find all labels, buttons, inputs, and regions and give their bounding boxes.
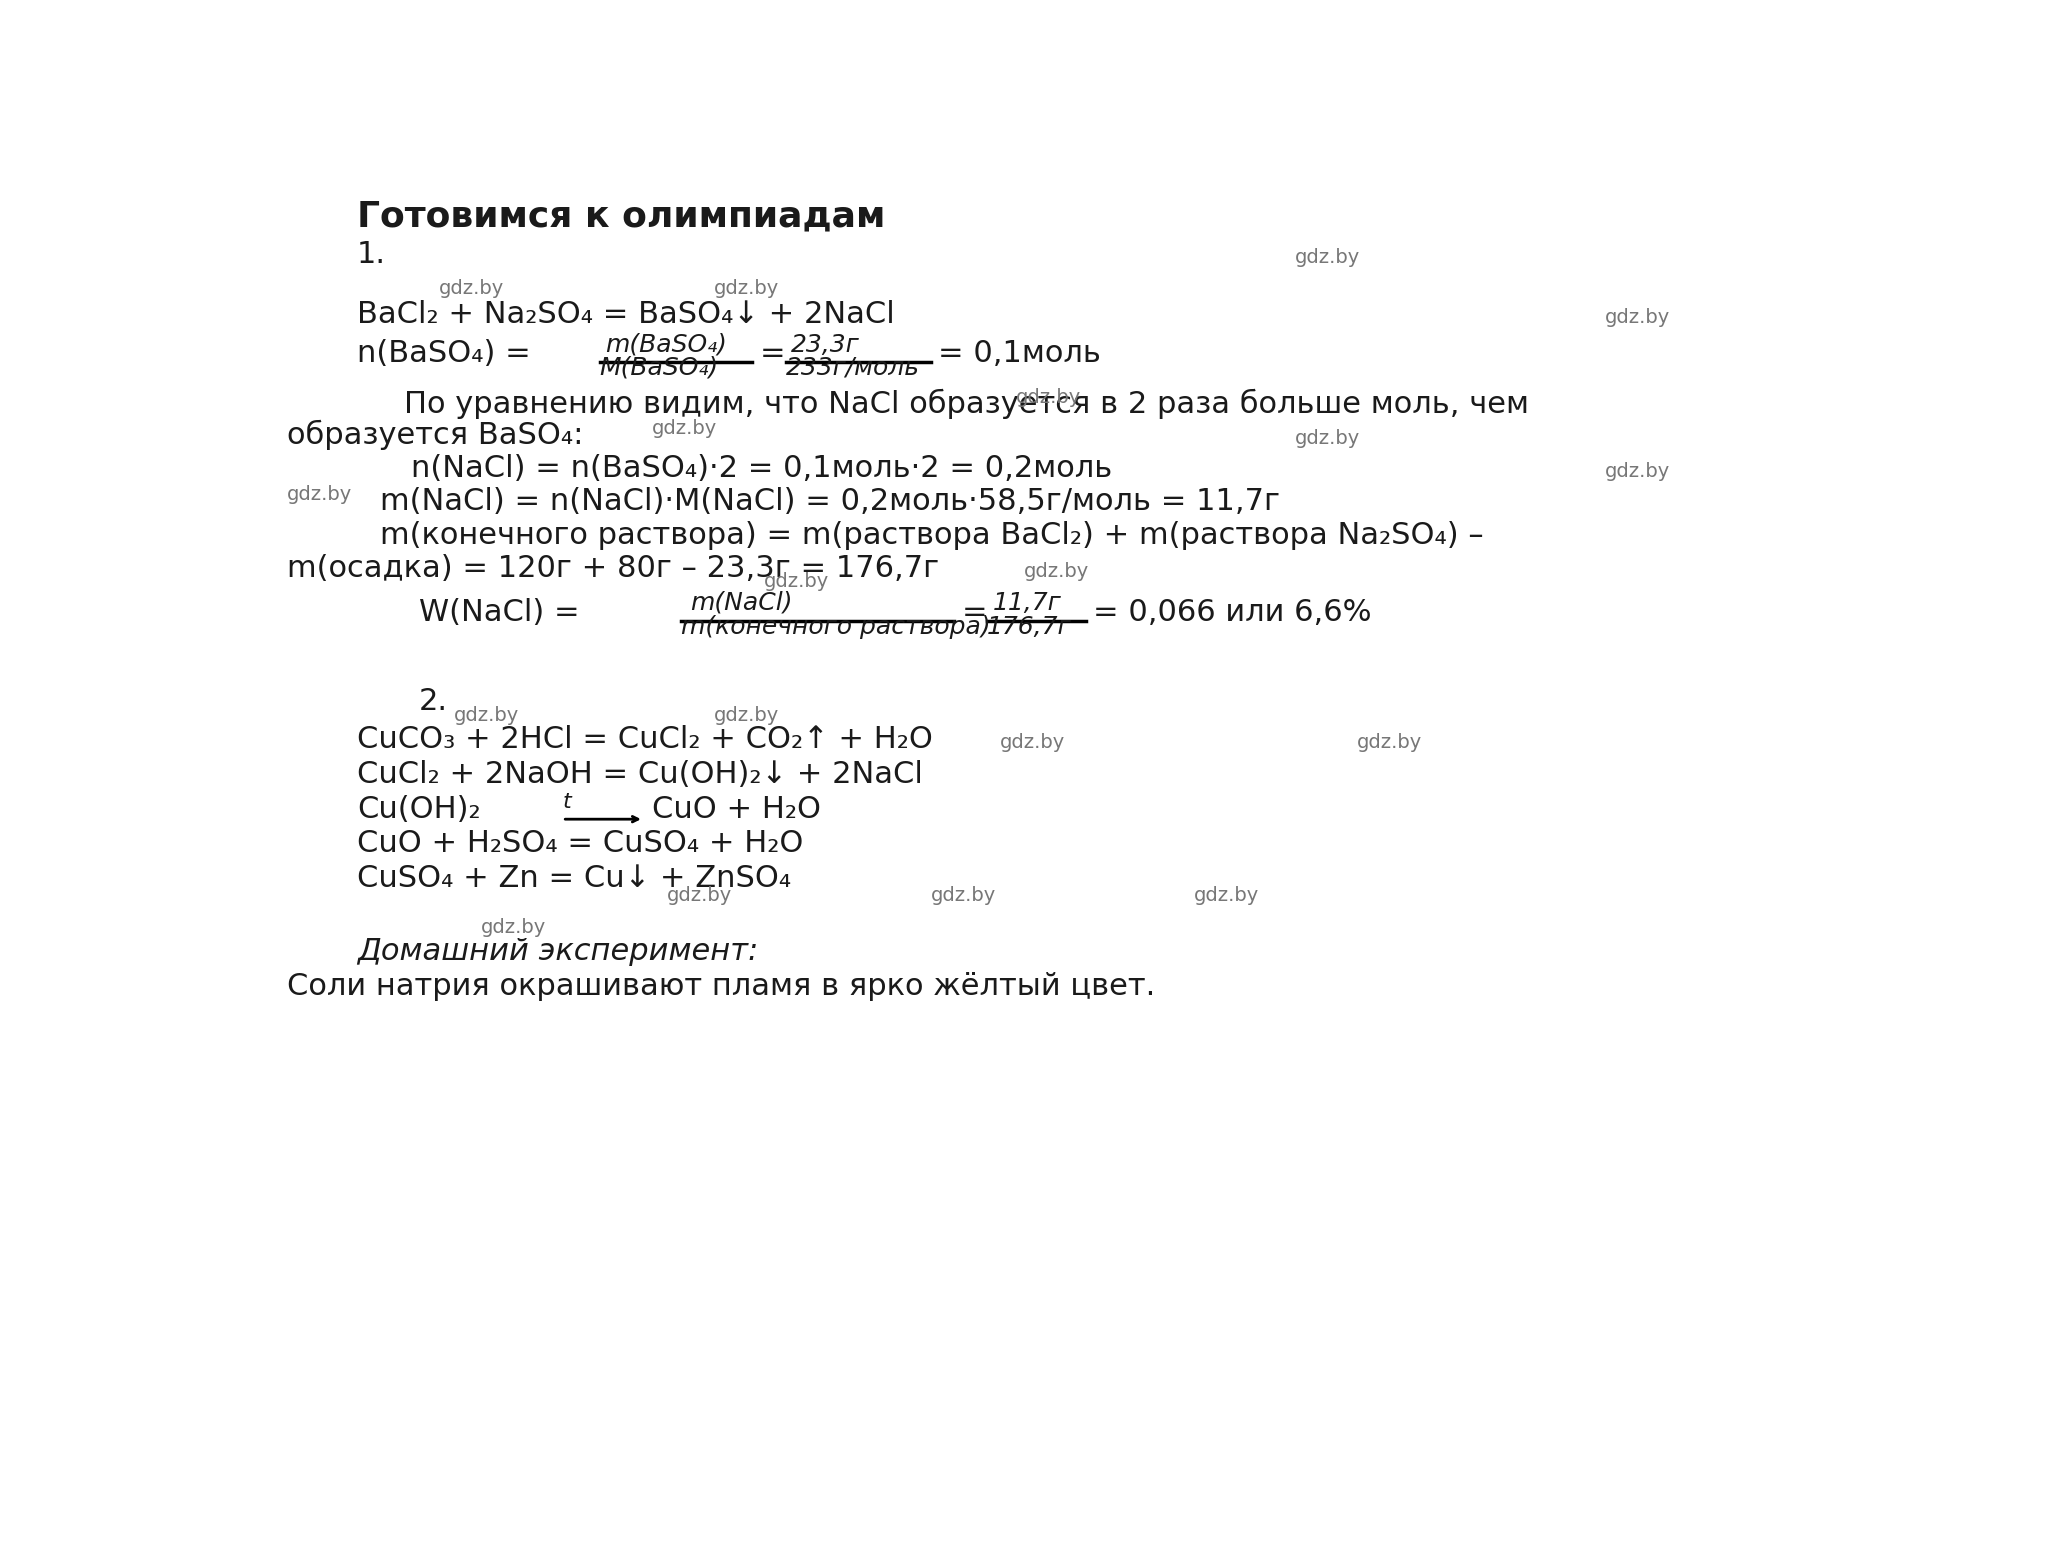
Text: n(BaSO₄) =: n(BaSO₄) = — [357, 338, 531, 368]
Text: 233г/моль: 233г/моль — [785, 355, 920, 379]
Text: По уравнению видим, что NaCl образуется в 2 раза больше моль, чем: По уравнению видим, что NaCl образуется … — [404, 390, 1529, 419]
Text: gdz.by: gdz.by — [439, 279, 504, 298]
Text: 176,7г: 176,7г — [988, 616, 1072, 639]
Text: m(NaCl) = n(NaCl)·M(NaCl) = 0,2моль·58,5г/моль = 11,7г: m(NaCl) = n(NaCl)·M(NaCl) = 0,2моль·58,5… — [379, 487, 1281, 515]
Text: m(BaSO₄): m(BaSO₄) — [605, 332, 728, 357]
Text: CuCO₃ + 2HCl = CuCl₂ + CO₂↑ + H₂O: CuCO₃ + 2HCl = CuCl₂ + CO₂↑ + H₂O — [357, 725, 933, 754]
Text: CuO + H₂SO₄ = CuSO₄ + H₂O: CuO + H₂SO₄ = CuSO₄ + H₂O — [357, 829, 804, 858]
Text: Домашний эксперимент:: Домашний эксперимент: — [357, 937, 758, 965]
Text: m(конечного раствора) = m(раствора BaCl₂) + m(раствора Na₂SO₄) –: m(конечного раствора) = m(раствора BaCl₂… — [379, 521, 1484, 551]
Text: gdz.by: gdz.by — [453, 706, 519, 725]
Text: gdz.by: gdz.by — [1296, 248, 1359, 267]
Text: CuCl₂ + 2NaOH = Cu(OH)₂↓ + 2NaCl: CuCl₂ + 2NaOH = Cu(OH)₂↓ + 2NaCl — [357, 760, 922, 788]
Text: 23,3г: 23,3г — [791, 332, 859, 357]
Text: gdz.by: gdz.by — [1015, 388, 1080, 407]
Text: m(конечного раствора): m(конечного раствора) — [681, 616, 990, 639]
Text: gdz.by: gdz.by — [287, 486, 353, 504]
Text: gdz.by: gdz.by — [1023, 562, 1089, 582]
Text: образуется BaSO₄:: образуется BaSO₄: — [287, 421, 584, 450]
Text: M(BaSO₄): M(BaSO₄) — [599, 355, 720, 379]
Text: BaCl₂ + Na₂SO₄ = BaSO₄↓ + 2NaCl: BaCl₂ + Na₂SO₄ = BaSO₄↓ + 2NaCl — [357, 300, 894, 329]
Text: gdz.by: gdz.by — [713, 706, 779, 725]
Text: 11,7г: 11,7г — [992, 591, 1062, 615]
Text: Cu(OH)₂: Cu(OH)₂ — [357, 795, 480, 824]
Text: m(NaCl): m(NaCl) — [691, 591, 793, 615]
Text: gdz.by: gdz.by — [1000, 734, 1066, 753]
Text: gdz.by: gdz.by — [765, 571, 828, 591]
Text: gdz.by: gdz.by — [666, 886, 732, 905]
Text: m(осадка) = 120г + 80г – 23,3г = 176,7г: m(осадка) = 120г + 80г – 23,3г = 176,7г — [287, 554, 939, 584]
Text: CuO + H₂O: CuO + H₂O — [652, 795, 820, 824]
Text: =: = — [761, 338, 785, 368]
Text: gdz.by: gdz.by — [1605, 309, 1671, 327]
Text: gdz.by: gdz.by — [1193, 886, 1259, 905]
Text: gdz.by: gdz.by — [482, 919, 545, 937]
Text: gdz.by: gdz.by — [1296, 430, 1359, 449]
Text: 1.: 1. — [357, 241, 385, 268]
Text: gdz.by: gdz.by — [1357, 734, 1423, 753]
Text: n(NaCl) = n(BaSO₄)·2 = 0,1моль·2 = 0,2моль: n(NaCl) = n(BaSO₄)·2 = 0,1моль·2 = 0,2мо… — [412, 455, 1113, 483]
Text: = 0,1моль: = 0,1моль — [939, 338, 1101, 368]
Text: gdz.by: gdz.by — [713, 279, 779, 298]
Text: CuSO₄ + Zn = Cu↓ + ZnSO₄: CuSO₄ + Zn = Cu↓ + ZnSO₄ — [357, 864, 791, 892]
Text: t: t — [562, 792, 572, 812]
Text: gdz.by: gdz.by — [652, 419, 717, 438]
Text: gdz.by: gdz.by — [1605, 462, 1671, 481]
Text: W(NaCl) =: W(NaCl) = — [418, 598, 580, 627]
Text: gdz.by: gdz.by — [931, 886, 996, 905]
Text: Соли натрия окрашивают пламя в ярко жёлтый цвет.: Соли натрия окрашивают пламя в ярко жёлт… — [287, 972, 1156, 1001]
Text: =: = — [961, 598, 988, 627]
Text: = 0,066 или 6,6%: = 0,066 или 6,6% — [1093, 598, 1371, 627]
Text: 2.: 2. — [418, 688, 449, 715]
Text: Готовимся к олимпиадам: Готовимся к олимпиадам — [357, 199, 886, 233]
